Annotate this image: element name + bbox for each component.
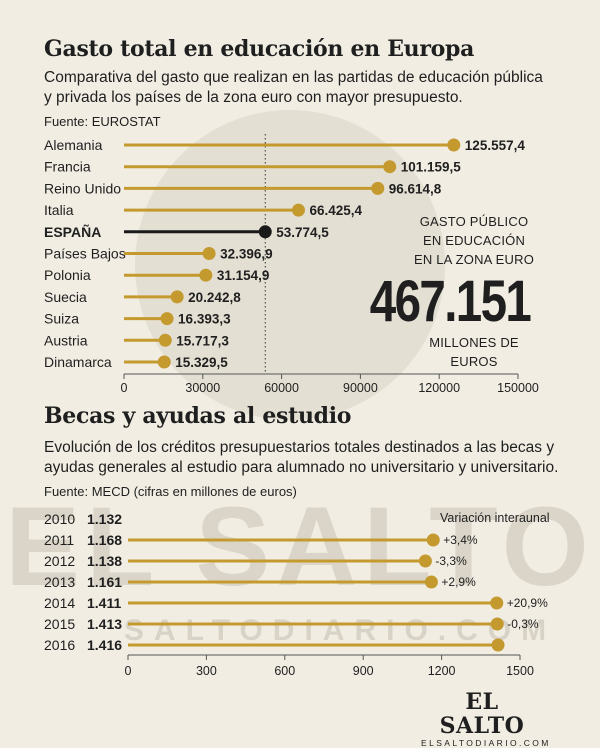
bar-dot [157,355,171,369]
country-label: Suecia [44,289,87,305]
value-label: 15.717,3 [176,333,229,348]
country-label: Suiza [44,311,79,327]
bar-dot [490,596,504,610]
country-label: Reino Unido [44,180,121,196]
value-label: 96.614,8 [389,181,442,196]
scholarships-chart: Variación interaunal 2010 1.132 2011 1.168 +3… [44,511,550,678]
bar-dot [258,225,272,239]
value-label: 1.161 [87,574,122,590]
value-label: 1.132 [87,511,122,527]
x-tick-label: 90000 [343,381,378,394]
variation-label: +20,9% [507,596,548,610]
country-label: Austria [44,332,88,348]
x-tick-label: 300 [196,664,217,678]
x-tick-label: 1500 [506,664,534,678]
country-label: Países Bajos [44,246,126,262]
watermark-subtext: SALTODIARIO.COM [124,614,556,647]
section2-subtitle-line2: ayudas generales al estudio para alumnad… [44,459,559,476]
value-label: 1.413 [87,616,122,632]
value-label: 16.393,3 [178,312,231,327]
year-label: 2012 [44,553,75,569]
section1-title: Gasto total en educación en Europa [44,36,475,62]
value-label: 15.329,5 [175,355,228,370]
x-tick-label: 0 [125,664,132,678]
value-label: 125.557,4 [465,138,526,153]
bar-dot [418,554,432,568]
value-label: 1.168 [87,532,122,548]
country-label: Alemania [44,137,103,153]
bar-dot [424,575,438,589]
bar-dot [447,138,461,152]
variation-label: -3,3% [435,554,467,568]
total-unit: MILLONES DE EUROS [429,335,519,369]
x-tick-label: 900 [353,664,374,678]
variation-label: +3,4% [443,533,478,547]
value-label: 31.154,9 [217,268,270,283]
country-label: Francia [44,159,91,175]
bar-dot [291,203,305,217]
section2-title: Becas y ayudas al estudio [44,403,352,429]
section2-subtitle-line1: Evolución de los créditos presupuestario… [44,439,555,456]
section2-source: Fuente: MECD (cifras en millones de euro… [44,484,297,499]
bar-dot [160,312,174,326]
total-label-line1: GASTO PÚBLICO [419,214,529,229]
total-label-line2: EN EDUCACIÓN [422,233,526,248]
value-label: 1.138 [87,553,122,569]
country-label: ESPAÑA [44,223,101,240]
logo-sub: ELSALTODIARIO.COM [421,738,551,748]
year-label: 2013 [44,574,75,590]
education-spending-chart: Alemania 125.557,4 Francia 101.159,5 Reino U… [44,134,539,394]
year-label: 2014 [44,595,75,611]
value-label: 1.416 [87,637,122,653]
bar-dot [158,333,172,347]
value-label: 53.774,5 [276,225,329,240]
x-tick-label: 1200 [428,664,456,678]
bar-dot [383,160,397,174]
section1-subtitle-line1: Comparativa del gasto que realizan en la… [44,69,543,86]
value-label: 66.425,4 [309,203,362,218]
x-tick-label: 120000 [418,381,460,394]
year-label: 2016 [44,637,75,653]
bar-dot [199,268,213,282]
x-tick-label: 60000 [264,381,299,394]
logo-main: EL SALTO [439,689,525,739]
x-tick-label: 0 [121,381,128,394]
year-label: 2015 [44,616,75,632]
total-value: 467.151 [369,269,532,334]
bar-dot [202,247,216,260]
variation-label: -0,3% [507,617,539,631]
section1-source: Fuente: EUROSTAT [44,114,161,129]
variation-label: +2,9% [441,575,476,589]
x-tick-label: 150000 [497,381,539,394]
bar-dot [490,617,504,631]
section1-subtitle-line2: y privada los países de la zona euro con… [44,89,463,106]
value-label: 32.396,9 [220,247,273,262]
watermark-text: EL SALTO [5,484,594,609]
country-label: Polonia [44,267,91,283]
el-salto-logo: EL SALTO ELSALTODIARIO.COM [421,689,551,748]
bar-dot [371,181,385,195]
year-label: 2011 [44,532,74,548]
value-label: 1.411 [87,595,121,611]
variation-header: Variación interaunal [440,511,550,525]
bar-dot [170,290,184,304]
country-label: Dinamarca [44,354,112,370]
x-tick-label: 30000 [185,381,220,394]
x-tick-label: 600 [274,664,295,678]
value-label: 101.159,5 [401,160,462,175]
value-label: 20.242,8 [188,290,241,305]
country-label: Italia [44,202,74,218]
bar-dot [491,638,505,652]
bar-dot [426,533,440,547]
total-label-line3: EN LA ZONA EURO [413,252,535,267]
year-label: 2010 [44,511,75,527]
